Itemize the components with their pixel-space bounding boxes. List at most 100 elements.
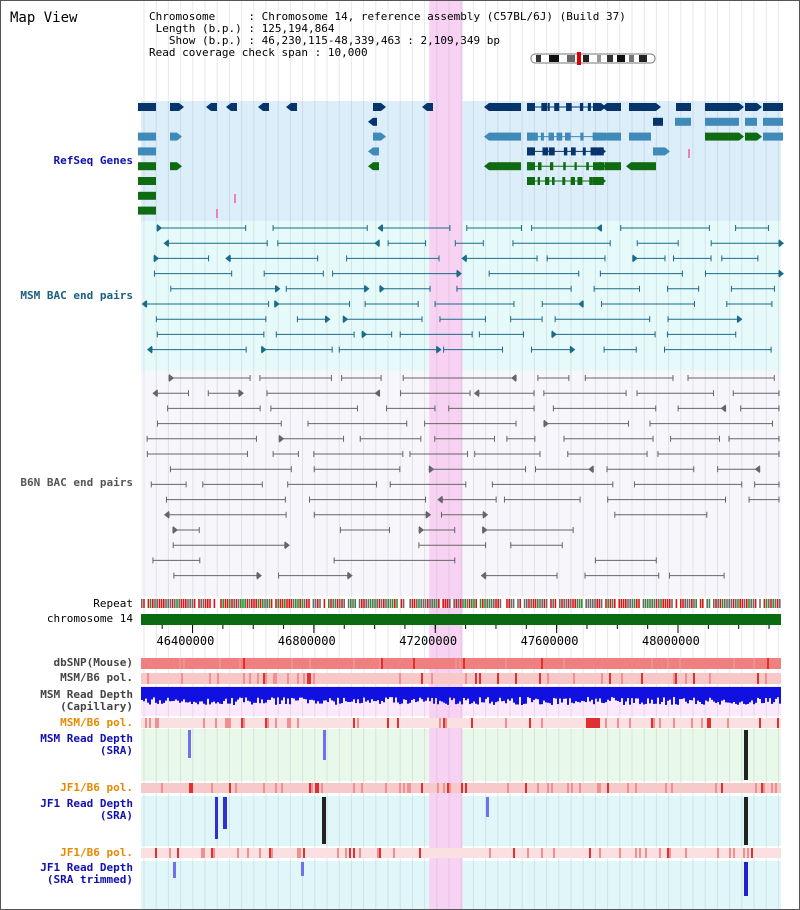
gene-block[interactable]	[170, 162, 177, 171]
gene-exon[interactable]	[587, 103, 591, 111]
gene-block[interactable]	[489, 103, 521, 111]
jf1-depth-trimmed-label[interactable]: JF1 Read Depth (SRA trimmed)	[40, 862, 133, 886]
gene-exon[interactable]	[580, 132, 584, 141]
gene-exon[interactable]	[593, 162, 601, 171]
gene-block[interactable]	[263, 103, 269, 111]
dbsnp-track-label[interactable]: dbSNP(Mouse)	[53, 656, 133, 669]
chromosome-track-label[interactable]: chromosome 14	[46, 612, 133, 625]
gene-block[interactable]	[138, 177, 156, 185]
gene-exon[interactable]	[527, 132, 535, 141]
gene-block[interactable]	[138, 147, 156, 156]
gene-block[interactable]	[373, 162, 379, 171]
gene-exon[interactable]	[541, 103, 548, 111]
gene-exon[interactable]	[593, 147, 601, 156]
gene-exon[interactable]	[570, 177, 575, 185]
jf1-depth-trimmed-bar-spike[interactable]	[301, 862, 304, 876]
gene-exon[interactable]	[589, 177, 593, 185]
gene-block[interactable]	[138, 132, 156, 141]
msm-depth-capillary-label[interactable]: MSM Read Depth (Capillary)	[40, 689, 133, 713]
gene-exon[interactable]	[552, 177, 555, 185]
msm-depth-sra-label[interactable]: MSM Read Depth (SRA)	[40, 733, 133, 757]
gene-block[interactable]	[373, 132, 381, 141]
gene-exon[interactable]	[593, 103, 601, 111]
gene-block[interactable]	[489, 132, 521, 141]
highlight-region[interactable]	[429, 1, 463, 910]
gene-exon[interactable]	[563, 147, 568, 156]
gene-block[interactable]	[745, 132, 757, 141]
gene-block[interactable]	[629, 103, 656, 111]
gene-block[interactable]	[170, 103, 179, 111]
gene-block[interactable]	[138, 162, 156, 171]
gene-block[interactable]	[676, 103, 691, 111]
gene-exon[interactable]	[566, 103, 572, 111]
gene-exon[interactable]	[545, 177, 550, 185]
b6n-bac-track-label[interactable]: B6N BAC end pairs	[20, 476, 133, 489]
gene-block[interactable]	[489, 162, 521, 171]
msm-b6-pol-track-label[interactable]: MSM/B6 pol.	[60, 671, 133, 684]
ideogram-position-marker[interactable]	[577, 52, 581, 65]
gene-block[interactable]	[705, 103, 739, 111]
gene-exon[interactable]	[562, 177, 566, 185]
repeat-track-label[interactable]: Repeat	[93, 597, 133, 610]
jf1-depth-sra-bar-spike[interactable]	[223, 797, 227, 829]
gene-exon[interactable]	[527, 147, 535, 156]
gene-exon[interactable]	[582, 147, 586, 156]
gene-block[interactable]	[138, 103, 156, 111]
gene-exon[interactable]	[579, 103, 584, 111]
gene-exon[interactable]	[527, 177, 535, 185]
jf1-b6-pol-trimmed-track-label[interactable]: JF1/B6 pol.	[60, 846, 133, 859]
gene-block[interactable]	[138, 206, 156, 215]
gene-exon[interactable]	[534, 132, 538, 141]
gene-block[interactable]	[763, 132, 783, 141]
refseq-track-label[interactable]: RefSeq Genes	[53, 154, 133, 167]
gene-exon[interactable]	[537, 162, 542, 171]
msm-depth-sra-bar-spike[interactable]	[744, 730, 748, 780]
gene-exon[interactable]	[527, 162, 535, 171]
gene-exon[interactable]	[577, 177, 583, 185]
jf1-depth-sra-bar-spike[interactable]	[215, 797, 218, 839]
gene-exon[interactable]	[537, 177, 541, 185]
gene-exon[interactable]	[593, 132, 601, 141]
gene-block[interactable]	[705, 132, 739, 141]
gene-exon[interactable]	[574, 162, 577, 171]
gene-block[interactable]	[653, 147, 665, 156]
gene-exon[interactable]	[586, 162, 589, 171]
gene-block[interactable]	[373, 147, 379, 156]
gene-block[interactable]	[427, 103, 433, 111]
gene-exon[interactable]	[542, 147, 549, 156]
gene-block[interactable]	[631, 162, 656, 171]
gene-exon[interactable]	[556, 132, 563, 141]
gene-block[interactable]	[170, 132, 177, 141]
gene-exon[interactable]	[564, 132, 571, 141]
jf1-b6-pol-track-label[interactable]: JF1/B6 pol.	[60, 781, 133, 794]
gene-block[interactable]	[231, 103, 237, 111]
gene-block[interactable]	[607, 132, 621, 141]
gene-block[interactable]	[373, 117, 377, 126]
chromosome-bar[interactable]	[141, 614, 781, 625]
gene-block[interactable]	[675, 117, 691, 126]
msm-depth-sra-bar-spike[interactable]	[323, 730, 326, 760]
msm-depth-sra-bar-spike[interactable]	[188, 730, 191, 758]
gene-exon[interactable]	[593, 177, 601, 185]
gene-block[interactable]	[629, 132, 651, 141]
gene-block[interactable]	[763, 117, 783, 126]
gene-block[interactable]	[291, 103, 297, 111]
gene-block[interactable]	[373, 103, 381, 111]
msm-b6-pol-sra-track-label[interactable]: MSM/B6 pol.	[60, 716, 133, 729]
gene-block[interactable]	[607, 103, 621, 111]
gene-exon[interactable]	[527, 103, 535, 111]
jf1-depth-sra-bar-spike[interactable]	[322, 797, 326, 844]
gene-exon[interactable]	[547, 103, 550, 111]
gene-block[interactable]	[653, 117, 663, 126]
gene-block[interactable]	[605, 162, 621, 171]
msm-bac-track-label[interactable]: MSM BAC end pairs	[20, 289, 133, 302]
gene-exon[interactable]	[570, 147, 576, 156]
gene-block[interactable]	[211, 103, 217, 111]
jf1-depth-trimmed-bar-spike[interactable]	[173, 862, 176, 878]
gene-exon[interactable]	[540, 132, 544, 141]
jf1-depth-sra-label[interactable]: JF1 Read Depth (SRA)	[40, 798, 133, 822]
gene-exon[interactable]	[548, 132, 554, 141]
gene-block[interactable]	[763, 103, 783, 111]
gene-block[interactable]	[745, 117, 757, 126]
